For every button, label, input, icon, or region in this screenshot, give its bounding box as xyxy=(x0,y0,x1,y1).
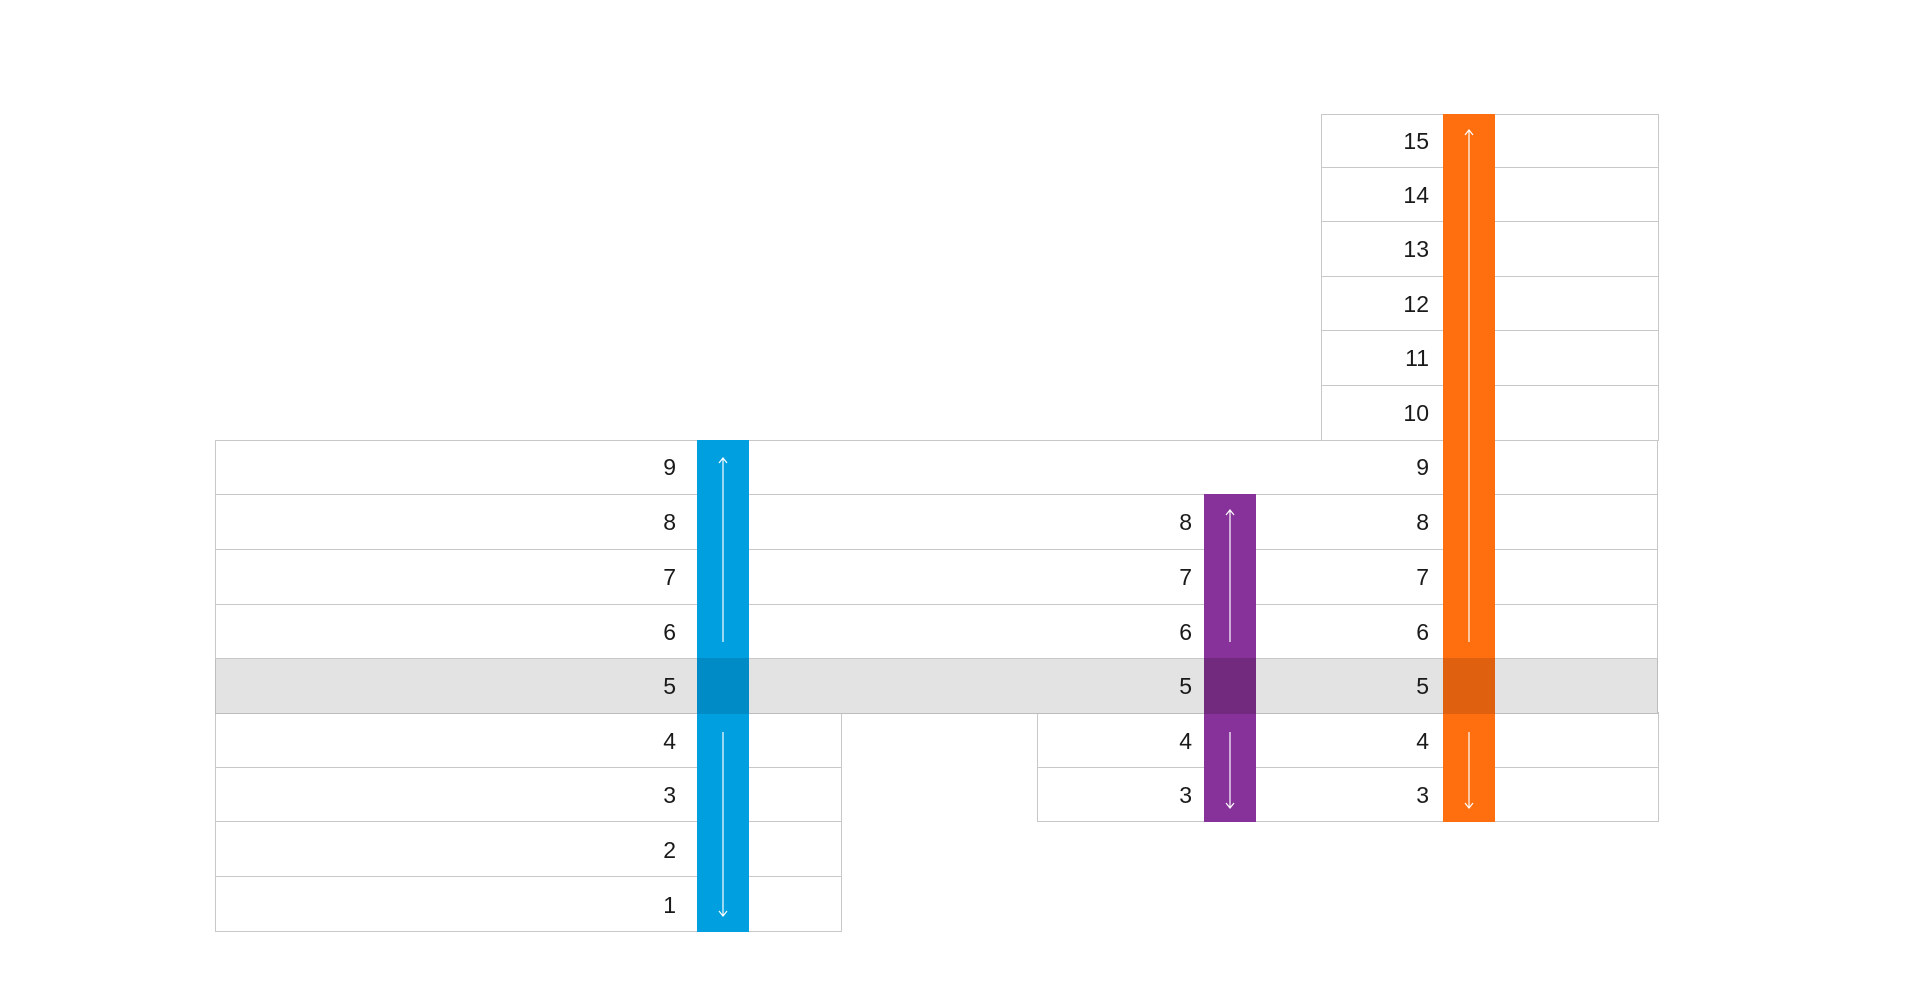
floor-label: 5 xyxy=(663,673,676,699)
floor-row-shared-6 xyxy=(215,604,1658,659)
floor-label: 6 xyxy=(663,619,676,645)
floor-label: 4 xyxy=(1416,728,1429,754)
floor-label: 2 xyxy=(663,837,676,863)
arrow-up-icon xyxy=(1225,509,1235,642)
floor-row-right-3 xyxy=(1037,767,1659,822)
floor-label: 5 xyxy=(1416,673,1429,699)
floor-label: 4 xyxy=(1179,728,1192,754)
floor-label: 8 xyxy=(1179,509,1192,535)
floor-row-shared-9 xyxy=(215,440,1658,495)
elevator-band-right-current xyxy=(1443,658,1495,714)
floor-label: 3 xyxy=(1179,782,1192,808)
arrow-down-icon xyxy=(1225,732,1235,809)
elevator-band-middle-current xyxy=(1204,658,1256,714)
arrow-down-icon xyxy=(718,732,728,917)
floor-label: 5 xyxy=(1179,673,1192,699)
floor-label: 3 xyxy=(1416,782,1429,808)
floor-label: 15 xyxy=(1403,128,1429,154)
floor-label: 12 xyxy=(1403,291,1429,317)
floor-label: 10 xyxy=(1403,400,1429,426)
floor-label: 9 xyxy=(663,454,676,480)
arrow-up-icon xyxy=(718,457,728,642)
floor-label: 7 xyxy=(1179,564,1192,590)
floor-label: 1 xyxy=(663,892,676,918)
floor-label: 4 xyxy=(663,728,676,754)
floor-row-right-4 xyxy=(1037,712,1659,768)
floor-label: 14 xyxy=(1403,182,1429,208)
floor-label: 6 xyxy=(1416,619,1429,645)
elevator-band-left-current xyxy=(697,658,749,714)
arrow-up-icon xyxy=(1464,129,1474,642)
floor-label: 3 xyxy=(663,782,676,808)
floor-label: 8 xyxy=(1416,509,1429,535)
floor-label: 9 xyxy=(1416,454,1429,480)
floor-row-shared-5 xyxy=(215,658,1658,714)
floor-row-shared-8 xyxy=(215,494,1658,550)
floor-label: 6 xyxy=(1179,619,1192,645)
arrow-down-icon xyxy=(1464,732,1474,809)
floor-row-shared-7 xyxy=(215,549,1658,605)
floor-label: 7 xyxy=(663,564,676,590)
floor-label: 8 xyxy=(663,509,676,535)
floor-label: 13 xyxy=(1403,236,1429,262)
floor-label: 7 xyxy=(1416,564,1429,590)
floor-label: 11 xyxy=(1405,345,1429,371)
